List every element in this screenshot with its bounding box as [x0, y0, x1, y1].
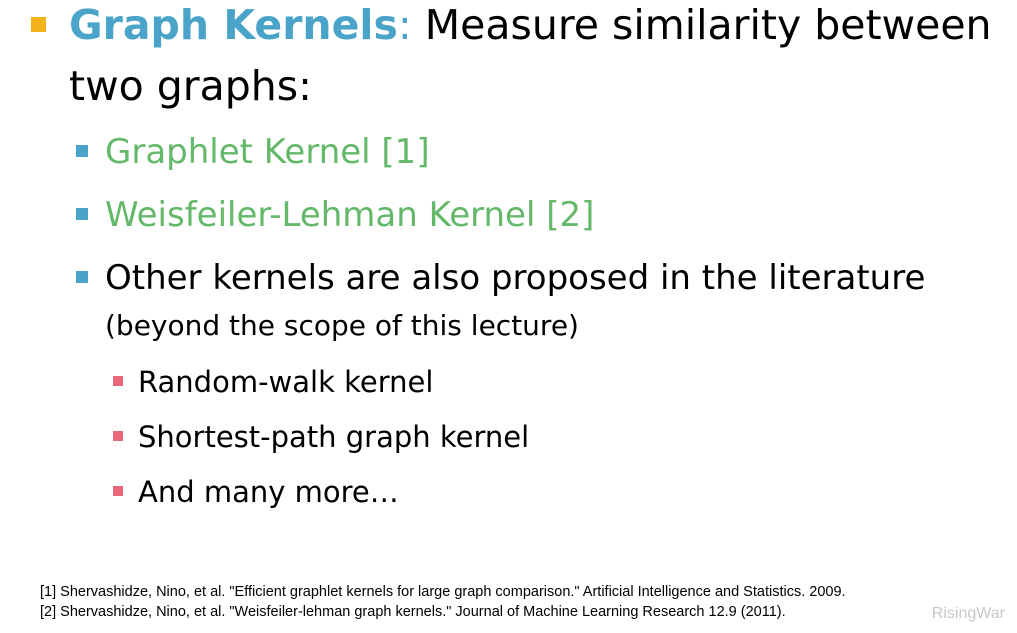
- list-item-other-kernels-note: (beyond the scope of this lecture): [105, 309, 579, 342]
- sublist-item-random-walk: Random-walk kernel: [138, 365, 434, 399]
- title-colon: :: [397, 1, 412, 49]
- level3-bullet-icon: [113, 431, 123, 441]
- level2-bullet-icon: [76, 271, 88, 283]
- watermark: RisingWar: [931, 605, 1005, 622]
- level2-bullet-icon: [76, 208, 88, 220]
- reference-1: [1] Shervashidze, Nino, et al. "Efficien…: [40, 584, 846, 600]
- reference-2: [2] Shervashidze, Nino, et al. "Weisfeil…: [40, 604, 786, 620]
- sublist-item-many-more: And many more…: [138, 475, 399, 509]
- level1-bullet-icon: [31, 17, 46, 32]
- slide-title-line2: two graphs:: [69, 62, 312, 110]
- level2-bullet-icon: [76, 145, 88, 157]
- title-accent: Graph Kernels: [69, 1, 398, 49]
- title-rest: Measure similarity between: [411, 1, 992, 49]
- list-item-graphlet-kernel: Graphlet Kernel [1]: [105, 132, 430, 172]
- slide-title-line1: Graph Kernels: Measure similarity betwee…: [69, 5, 992, 46]
- list-item-other-kernels: Other kernels are also proposed in the l…: [105, 258, 926, 298]
- level3-bullet-icon: [113, 486, 123, 496]
- level3-bullet-icon: [113, 376, 123, 386]
- list-item-wl-kernel: Weisfeiler-Lehman Kernel [2]: [105, 195, 595, 235]
- sublist-item-shortest-path: Shortest-path graph kernel: [138, 420, 530, 454]
